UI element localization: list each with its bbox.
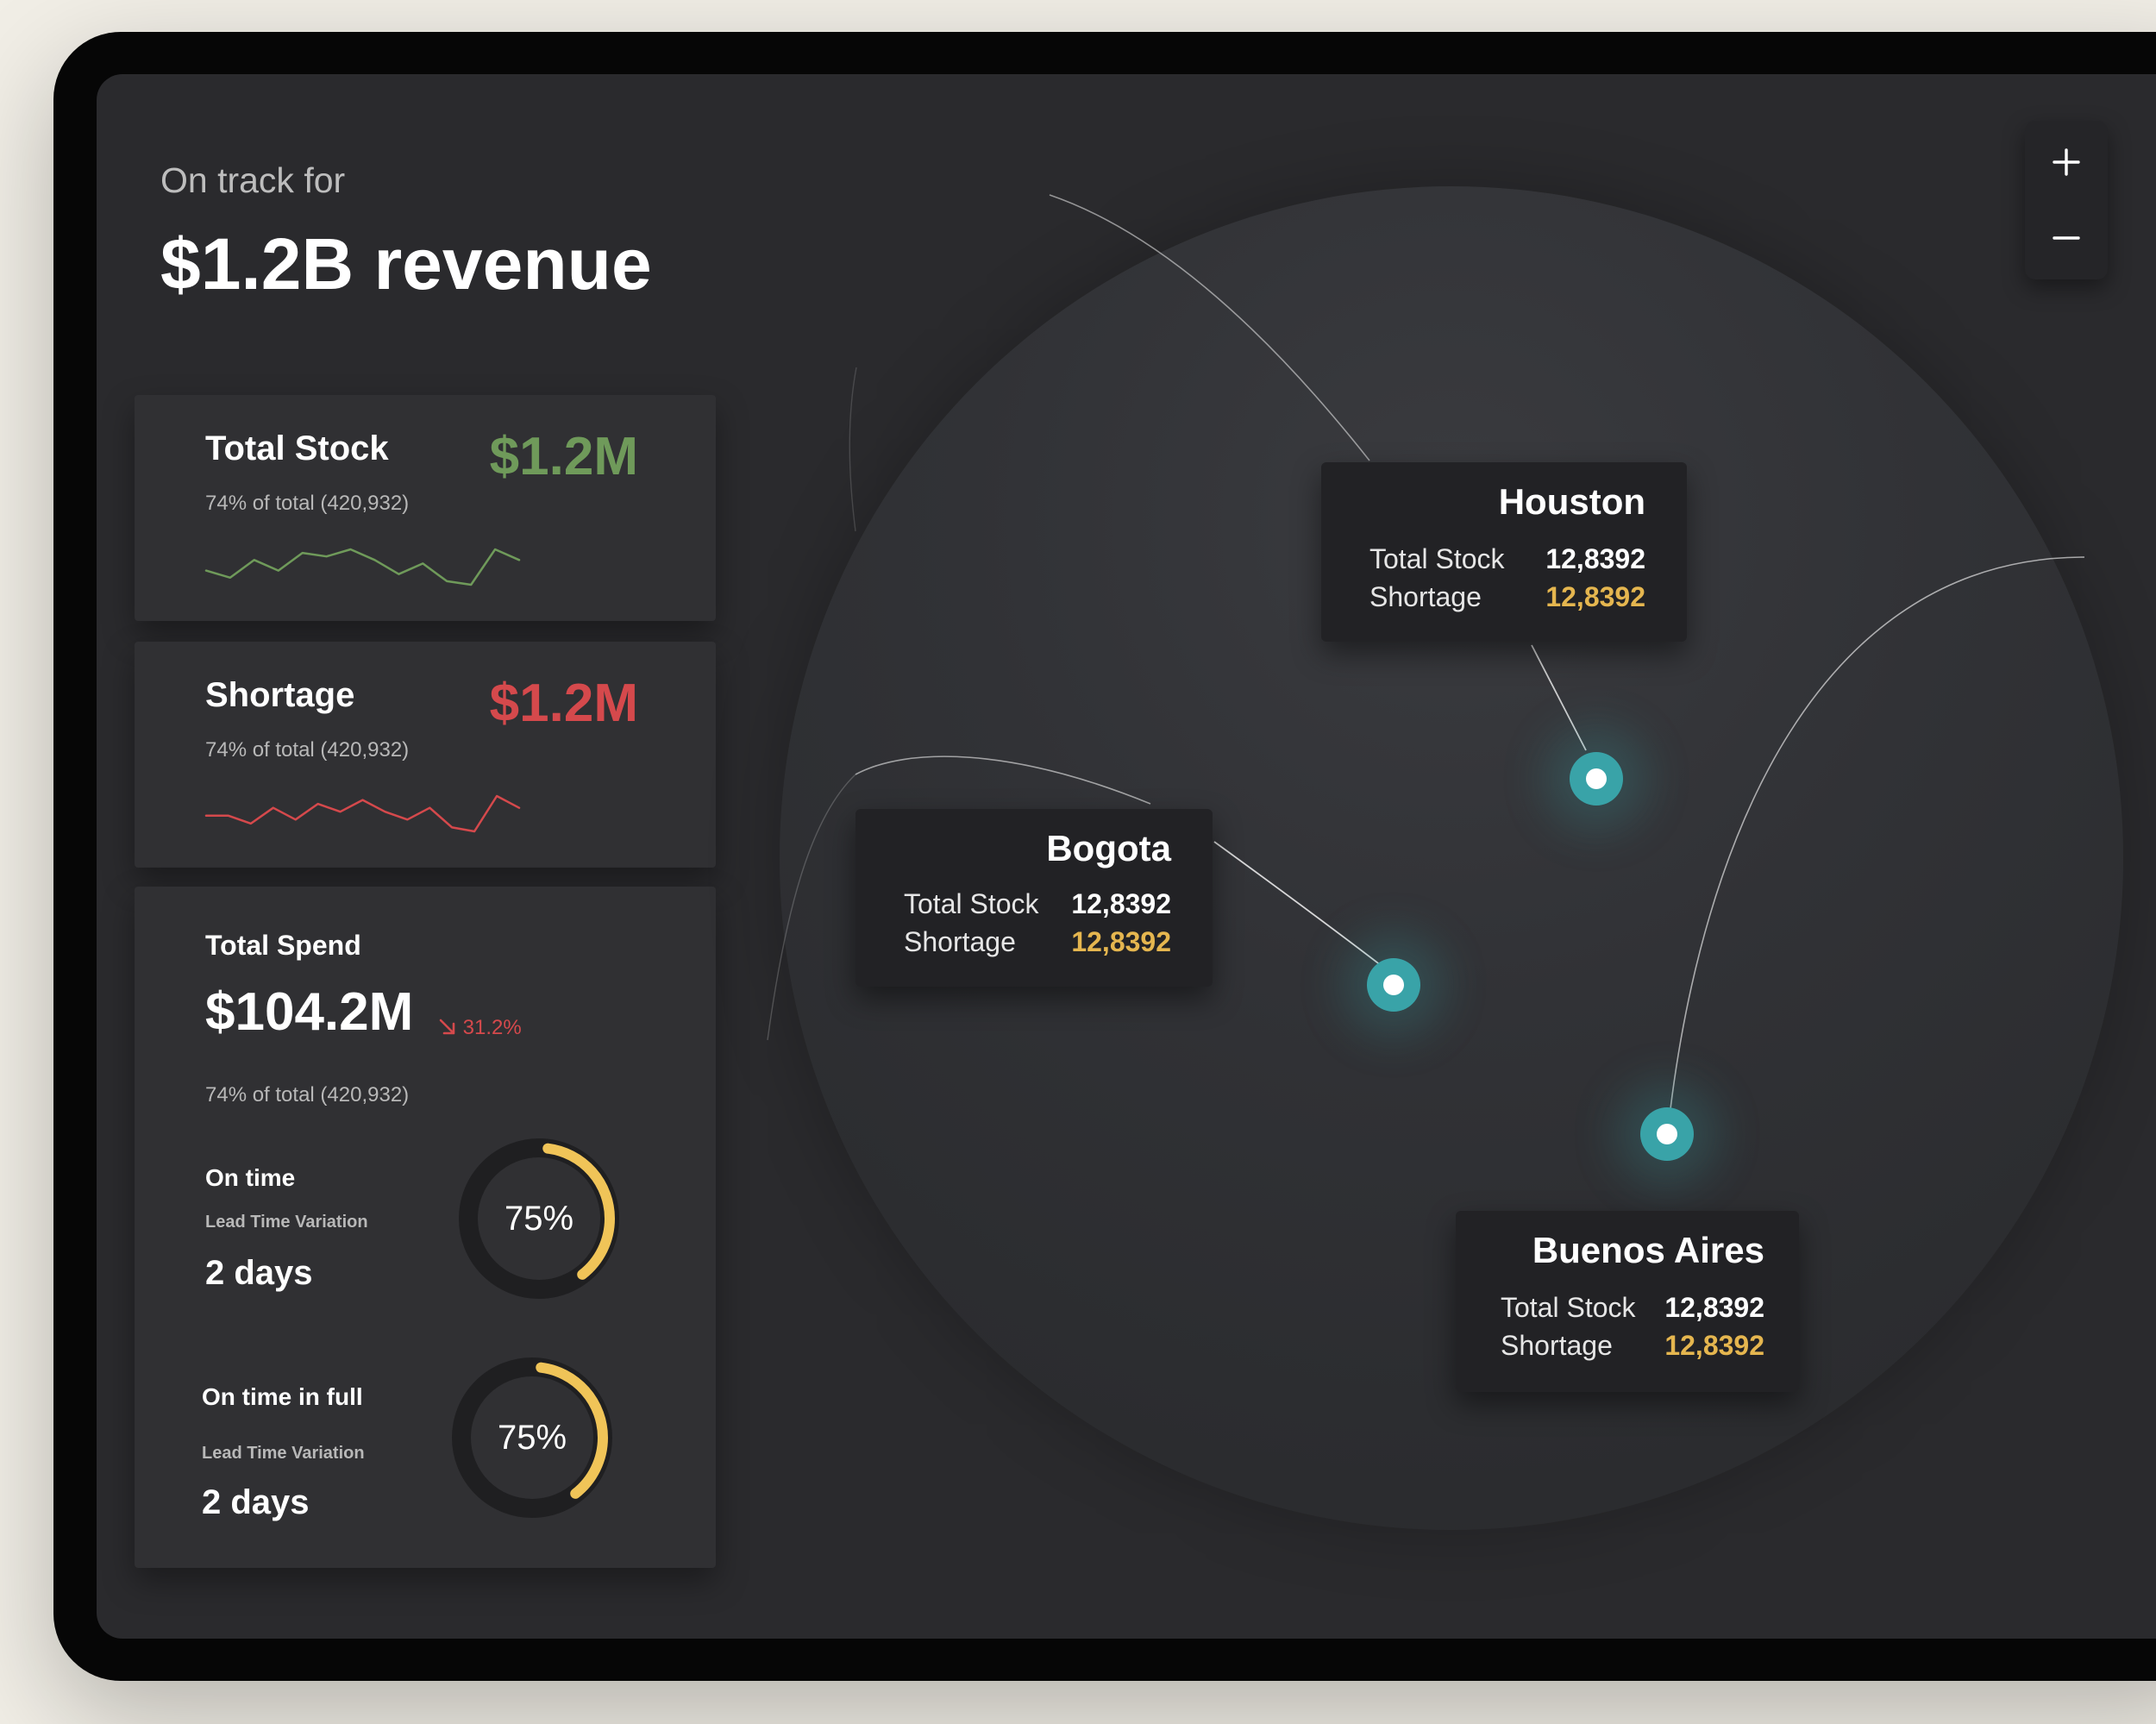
houston-tooltip[interactable]: Houston Total Stock 12,8392 Shortage 12,… bbox=[1321, 462, 1687, 642]
kpi-on-time-percent: 75% bbox=[504, 1199, 574, 1238]
bogota-stock-row: Total Stock 12,8392 bbox=[904, 888, 1171, 923]
bogota-tooltip[interactable]: Bogota Total Stock 12,8392 Shortage 12,8… bbox=[856, 809, 1213, 987]
kpi-on-time-in-full-sub: Lead Time Variation bbox=[202, 1444, 365, 1463]
houston-shortage-row: Shortage 12,8392 bbox=[1369, 581, 1645, 616]
buenos-aires-stock-row: Total Stock 12,8392 bbox=[1501, 1292, 1764, 1326]
kpi-on-time-ring: 75% bbox=[455, 1135, 623, 1302]
total-spend-subtitle: 74% of total (420,932) bbox=[205, 1083, 410, 1106]
total-stock-sparkline bbox=[204, 548, 521, 586]
kpi-on-time-in-full-ring: 75% bbox=[448, 1354, 616, 1521]
bogota-shortage-label: Shortage bbox=[904, 926, 1016, 957]
buenos-aires-city: Buenos Aires bbox=[1532, 1230, 1764, 1270]
total-stock-title: Total Stock bbox=[205, 429, 389, 467]
total-stock-card[interactable]: Total Stock $1.2M 74% of total (420,932) bbox=[135, 395, 716, 621]
houston-stock-row: Total Stock 12,8392 bbox=[1369, 543, 1645, 578]
arrow-down-right-icon bbox=[439, 1019, 455, 1035]
buenos-aires-stock-value: 12,8392 bbox=[1664, 1292, 1764, 1323]
zoom-in-button[interactable] bbox=[2025, 124, 2108, 200]
total-spend-card[interactable]: Total Spend $104.2M 31.2% 74% of total (… bbox=[135, 887, 716, 1568]
buenos-aires-shortage-label: Shortage bbox=[1501, 1330, 1613, 1361]
total-spend-title: Total Spend bbox=[205, 930, 361, 961]
bogota-city: Bogota bbox=[1046, 828, 1171, 868]
shortage-title: Shortage bbox=[205, 676, 355, 714]
bogota-stock-label: Total Stock bbox=[904, 888, 1039, 919]
buenos-aires-shortage-value: 12,8392 bbox=[1664, 1330, 1764, 1361]
plus-icon bbox=[2053, 148, 2080, 176]
total-spend-trend: 31.2% bbox=[438, 1016, 522, 1040]
buenos-aires-tooltip[interactable]: Buenos Aires Total Stock 12,8392 Shortag… bbox=[1456, 1211, 1799, 1392]
route-arcs bbox=[767, 194, 2085, 1132]
kpi-on-time-days: 2 days bbox=[205, 1254, 313, 1292]
dashboard-screen: On track for $1.2B revenue Total Stock $… bbox=[97, 74, 2156, 1639]
buenos-aires-marker[interactable] bbox=[1640, 1107, 1694, 1161]
revenue-subtitle: On track for bbox=[160, 160, 346, 200]
houston-shortage-label: Shortage bbox=[1369, 581, 1482, 612]
buenos-aires-stock-label: Total Stock bbox=[1501, 1292, 1636, 1323]
houston-stock-label: Total Stock bbox=[1369, 543, 1505, 574]
kpi-on-time-in-full-label: On time in full bbox=[202, 1383, 363, 1410]
minus-icon bbox=[2053, 236, 2080, 240]
revenue-title: $1.2B revenue bbox=[160, 223, 652, 304]
bogota-stock-value: 12,8392 bbox=[1071, 888, 1171, 919]
shortage-subtitle: 74% of total (420,932) bbox=[205, 738, 410, 762]
houston-stock-value: 12,8392 bbox=[1545, 543, 1645, 574]
houston-city: Houston bbox=[1498, 481, 1645, 522]
bogota-shortage-row: Shortage 12,8392 bbox=[904, 926, 1171, 961]
bogota-marker[interactable] bbox=[1367, 958, 1420, 1012]
kpi-on-time-label: On time bbox=[205, 1164, 296, 1191]
kpi-on-time-sub: Lead Time Variation bbox=[205, 1213, 368, 1232]
zoom-controls bbox=[2025, 121, 2108, 279]
houston-shortage-value: 12,8392 bbox=[1545, 581, 1645, 612]
bogota-shortage-value: 12,8392 bbox=[1071, 926, 1171, 957]
shortage-value: $1.2M bbox=[489, 674, 638, 733]
houston-marker[interactable] bbox=[1570, 752, 1623, 806]
shortage-card[interactable]: Shortage $1.2M 74% of total (420,932) bbox=[135, 642, 716, 868]
buenos-aires-shortage-row: Shortage 12,8392 bbox=[1501, 1330, 1764, 1364]
kpi-on-time-in-full-percent: 75% bbox=[497, 1418, 567, 1457]
total-spend-trend-value: 31.2% bbox=[462, 1016, 522, 1039]
zoom-out-button[interactable] bbox=[2025, 200, 2108, 276]
total-stock-subtitle: 74% of total (420,932) bbox=[205, 492, 410, 515]
total-spend-value: $104.2M bbox=[205, 982, 414, 1042]
total-stock-value: $1.2M bbox=[489, 427, 638, 486]
kpi-on-time-in-full-days: 2 days bbox=[202, 1483, 310, 1521]
shortage-sparkline bbox=[204, 794, 521, 833]
